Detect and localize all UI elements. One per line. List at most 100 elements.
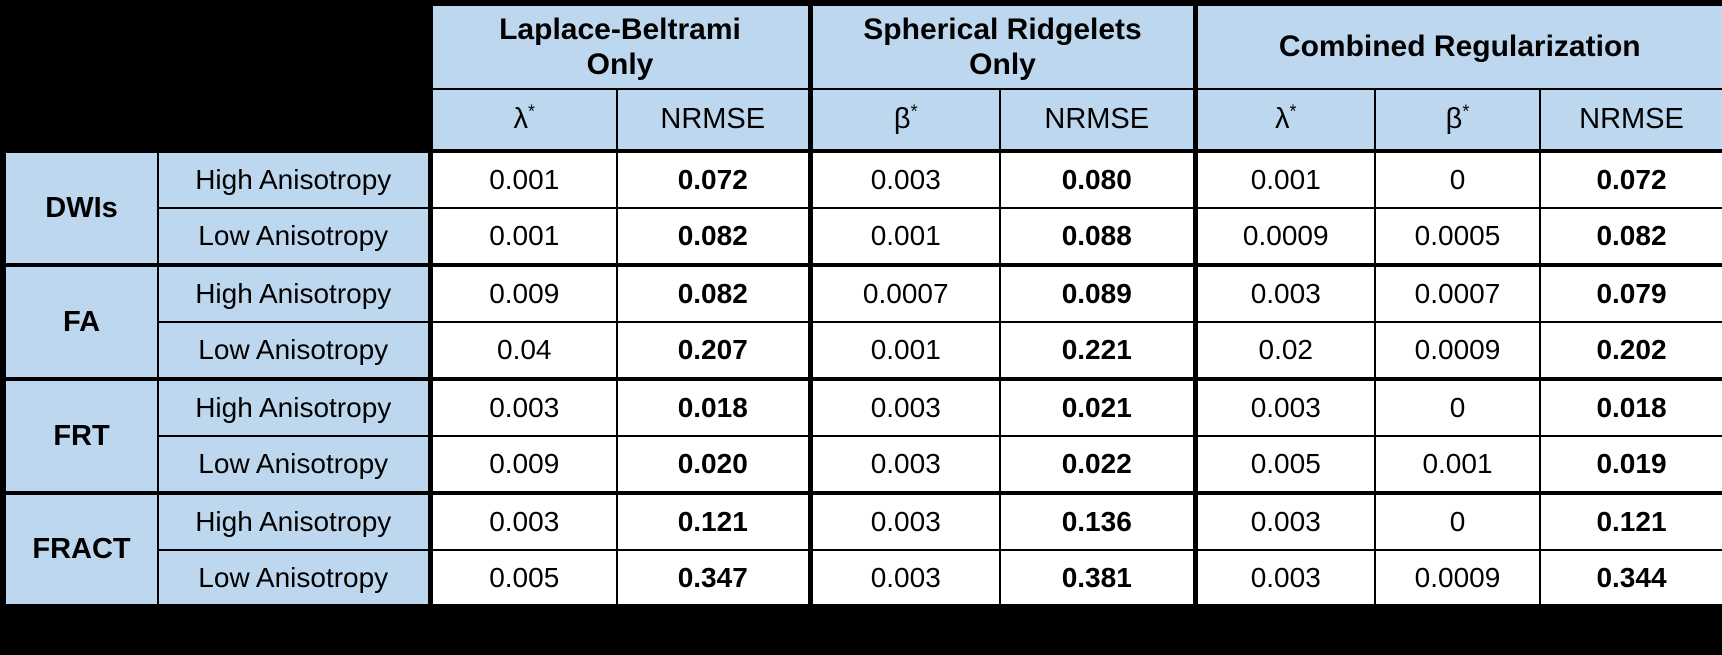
condition-cell: Low Anisotropy xyxy=(157,435,431,494)
row-group-label: DWIs xyxy=(2,149,159,266)
nrmse-value-cell: 0.022 xyxy=(999,435,1196,494)
subheader-symbol: NRMSE xyxy=(1579,103,1684,135)
param-value-cell: 0.0007 xyxy=(1374,263,1541,323)
subheader-symbol: β xyxy=(1445,103,1463,135)
param-value-cell: 0.005 xyxy=(1192,435,1376,494)
superscript-star: * xyxy=(1462,101,1470,122)
nrmse-value-cell: 0.082 xyxy=(616,263,811,323)
subheader-beta-sr: β* xyxy=(807,88,1001,153)
table-row: Low Anisotropy 0.04 0.207 0.001 0.221 0.02 0.0… xyxy=(3,321,1722,380)
param-value-cell: 0.001 xyxy=(1374,435,1541,494)
param-value-cell: 0.0005 xyxy=(1374,207,1541,266)
condition-cell: Low Anisotropy xyxy=(157,321,431,380)
param-value-cell: 0.0009 xyxy=(1374,321,1541,380)
condition-cell: High Anisotropy xyxy=(157,491,431,551)
nrmse-value-cell: 0.019 xyxy=(1539,435,1722,494)
corner-cell xyxy=(3,3,430,151)
nrmse-value-cell: 0.207 xyxy=(616,321,811,380)
table-row: FA High Anisotropy 0.009 0.082 0.0007 0.089 0.… xyxy=(2,263,1722,380)
param-value-cell: 0.003 xyxy=(1192,491,1376,551)
nrmse-value-cell: 0.221 xyxy=(999,321,1196,380)
results-table: Laplace-Beltrami Only Spherical Ridgelet… xyxy=(0,0,1722,610)
subheader-symbol: NRMSE xyxy=(1044,103,1150,135)
subheader-beta-combined: β* xyxy=(1374,88,1541,153)
superscript-star: * xyxy=(527,101,535,122)
param-value-cell: 0.009 xyxy=(427,435,618,494)
nrmse-value-cell: 0.347 xyxy=(616,549,811,608)
nrmse-value-cell: 0.121 xyxy=(1539,491,1722,551)
table-row: Low Anisotropy 0.009 0.020 0.003 0.022 0.005 0… xyxy=(3,435,1722,494)
subheader-symbol: β xyxy=(893,103,911,135)
nrmse-value-cell: 0.136 xyxy=(999,491,1196,551)
table-row: Low Anisotropy 0.001 0.082 0.001 0.088 0.0009… xyxy=(3,207,1722,266)
param-value-cell: 0.003 xyxy=(1192,549,1376,608)
nrmse-value-cell: 0.088 xyxy=(999,207,1196,266)
param-value-cell: 0.003 xyxy=(807,491,1001,551)
nrmse-value-cell: 0.072 xyxy=(1539,149,1722,209)
nrmse-value-cell: 0.121 xyxy=(616,491,811,551)
param-value-cell: 0.0009 xyxy=(1192,207,1376,266)
condition-cell: High Anisotropy xyxy=(157,377,431,437)
nrmse-value-cell: 0.072 xyxy=(616,149,811,209)
table-row: DWIs High Anisotropy 0.001 0.072 0.003 0.080 0… xyxy=(2,149,1722,266)
row-group-label: FRACT xyxy=(2,491,159,608)
column-group-spherical-ridgelets: Spherical Ridgelets Only xyxy=(807,2,1196,90)
column-group-laplace-beltrami: Laplace-Beltrami Only xyxy=(427,2,811,90)
subheader-symbol: λ xyxy=(1274,103,1290,135)
table-body: DWIs High Anisotropy 0.001 0.072 0.003 0.080 0… xyxy=(2,149,1722,608)
table-row: Low Anisotropy 0.005 0.347 0.003 0.381 0.003 0… xyxy=(3,549,1722,608)
nrmse-value-cell: 0.082 xyxy=(616,207,811,266)
param-value-cell: 0.02 xyxy=(1192,321,1376,380)
nrmse-value-cell: 0.020 xyxy=(616,435,811,494)
param-value-cell: 0.005 xyxy=(427,549,618,608)
param-value-cell: 0.0009 xyxy=(1374,549,1541,608)
nrmse-value-cell: 0.344 xyxy=(1539,549,1722,608)
table-row: FRACT High Anisotropy 0.003 0.121 0.003 0.136… xyxy=(2,491,1722,608)
condition-cell: High Anisotropy xyxy=(157,149,431,209)
row-group-label: FRT xyxy=(2,377,159,494)
param-value-cell: 0.001 xyxy=(807,207,1001,266)
subheader-symbol: λ xyxy=(513,103,528,135)
column-group-combined-regularization: Combined Regularization xyxy=(1192,2,1722,90)
param-value-cell: 0 xyxy=(1374,377,1541,437)
subheader-nrmse-sr: NRMSE xyxy=(999,88,1196,153)
nrmse-value-cell: 0.079 xyxy=(1539,263,1722,323)
param-value-cell: 0.001 xyxy=(807,321,1001,380)
superscript-star: * xyxy=(910,101,918,122)
condition-cell: Low Anisotropy xyxy=(157,207,431,266)
nrmse-value-cell: 0.018 xyxy=(616,377,811,437)
param-value-cell: 0.001 xyxy=(427,149,618,209)
param-value-cell: 0.0007 xyxy=(807,263,1001,323)
nrmse-value-cell: 0.089 xyxy=(999,263,1196,323)
subheader-lambda-lb: λ* xyxy=(427,88,618,153)
param-value-cell: 0.009 xyxy=(427,263,618,323)
param-value-cell: 0.003 xyxy=(807,149,1001,209)
param-value-cell: 0 xyxy=(1374,149,1541,209)
param-value-cell: 0.003 xyxy=(807,377,1001,437)
header-sub-row: λ* NRMSE β* NRMSE λ* β* NRMSE xyxy=(3,88,1722,153)
param-value-cell: 0.003 xyxy=(807,435,1001,494)
param-value-cell: 0.003 xyxy=(427,377,618,437)
table-row: FRT High Anisotropy 0.003 0.018 0.003 0.021 0.… xyxy=(2,377,1722,494)
param-value-cell: 0.001 xyxy=(427,207,618,266)
param-value-cell: 0.003 xyxy=(1192,377,1376,437)
param-value-cell: 0 xyxy=(1374,491,1541,551)
subheader-nrmse-lb: NRMSE xyxy=(616,88,811,153)
param-value-cell: 0.001 xyxy=(1192,149,1376,209)
condition-cell: High Anisotropy xyxy=(157,263,431,323)
superscript-star: * xyxy=(1289,101,1297,122)
header-group-row: Laplace-Beltrami Only Spherical Ridgelet… xyxy=(3,2,1722,151)
subheader-symbol: NRMSE xyxy=(660,103,766,135)
nrmse-value-cell: 0.082 xyxy=(1539,207,1722,266)
nrmse-value-cell: 0.202 xyxy=(1539,321,1722,380)
nrmse-value-cell: 0.381 xyxy=(999,549,1196,608)
nrmse-value-cell: 0.018 xyxy=(1539,377,1722,437)
param-value-cell: 0.003 xyxy=(807,549,1001,608)
param-value-cell: 0.003 xyxy=(1192,263,1376,323)
nrmse-value-cell: 0.080 xyxy=(999,149,1196,209)
condition-cell: Low Anisotropy xyxy=(157,549,431,608)
param-value-cell: 0.04 xyxy=(427,321,618,380)
param-value-cell: 0.003 xyxy=(427,491,618,551)
subheader-lambda-combined: λ* xyxy=(1192,88,1376,153)
